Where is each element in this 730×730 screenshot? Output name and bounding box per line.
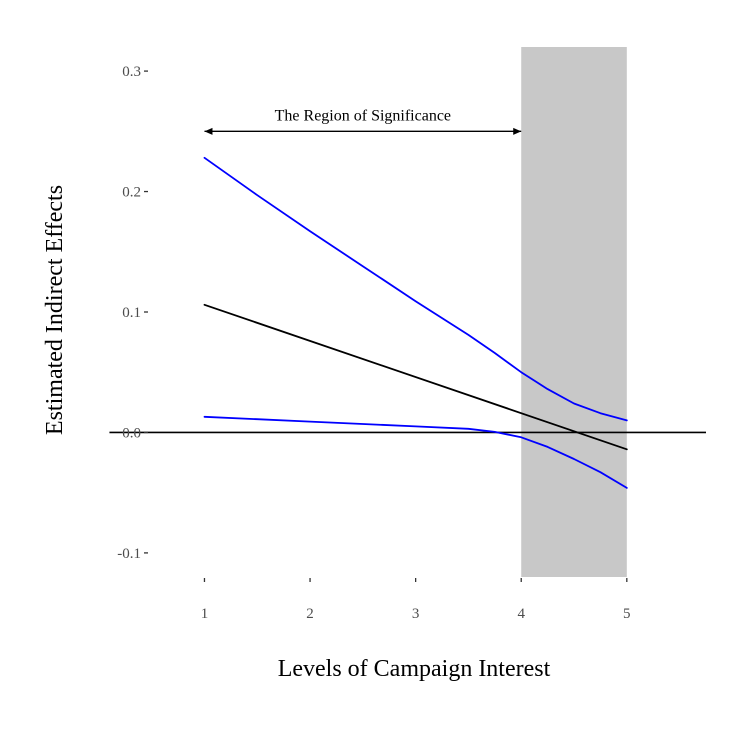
estimate-line	[203, 303, 628, 451]
x-axis-title: Levels of Campaign Interest	[278, 656, 551, 682]
y-tick-label: -0.1	[117, 546, 141, 562]
annotation-arrow-head-right	[513, 127, 522, 135]
shaded-region-layer	[521, 47, 627, 577]
x-axis: 1 2 3 4 5	[201, 578, 631, 622]
x-tick-label: 4	[517, 606, 525, 622]
y-tick-label: 0.3	[122, 64, 141, 80]
annotation-label: The Region of Significance	[275, 107, 451, 124]
x-tick-label: 2	[306, 606, 314, 622]
y-tick-label: 0.0	[122, 425, 141, 441]
x-tick-label: 3	[412, 606, 420, 622]
y-axis-title: Estimated Indirect Effects	[42, 185, 68, 435]
series-layer	[203, 156, 628, 489]
y-axis: -0.1 0.0 0.1 0.2 0.3	[117, 64, 148, 562]
annotation-arrow-head-left	[204, 127, 213, 135]
lower-bound-line	[203, 415, 628, 489]
shaded-region	[521, 47, 627, 577]
x-tick-label: 1	[201, 606, 209, 622]
annotation-layer: The Region of Significance	[204, 107, 522, 135]
x-tick-label: 5	[623, 606, 631, 622]
y-tick-label: 0.2	[122, 185, 141, 201]
y-tick-label: 0.1	[122, 305, 141, 321]
upper-bound-line	[203, 156, 628, 422]
